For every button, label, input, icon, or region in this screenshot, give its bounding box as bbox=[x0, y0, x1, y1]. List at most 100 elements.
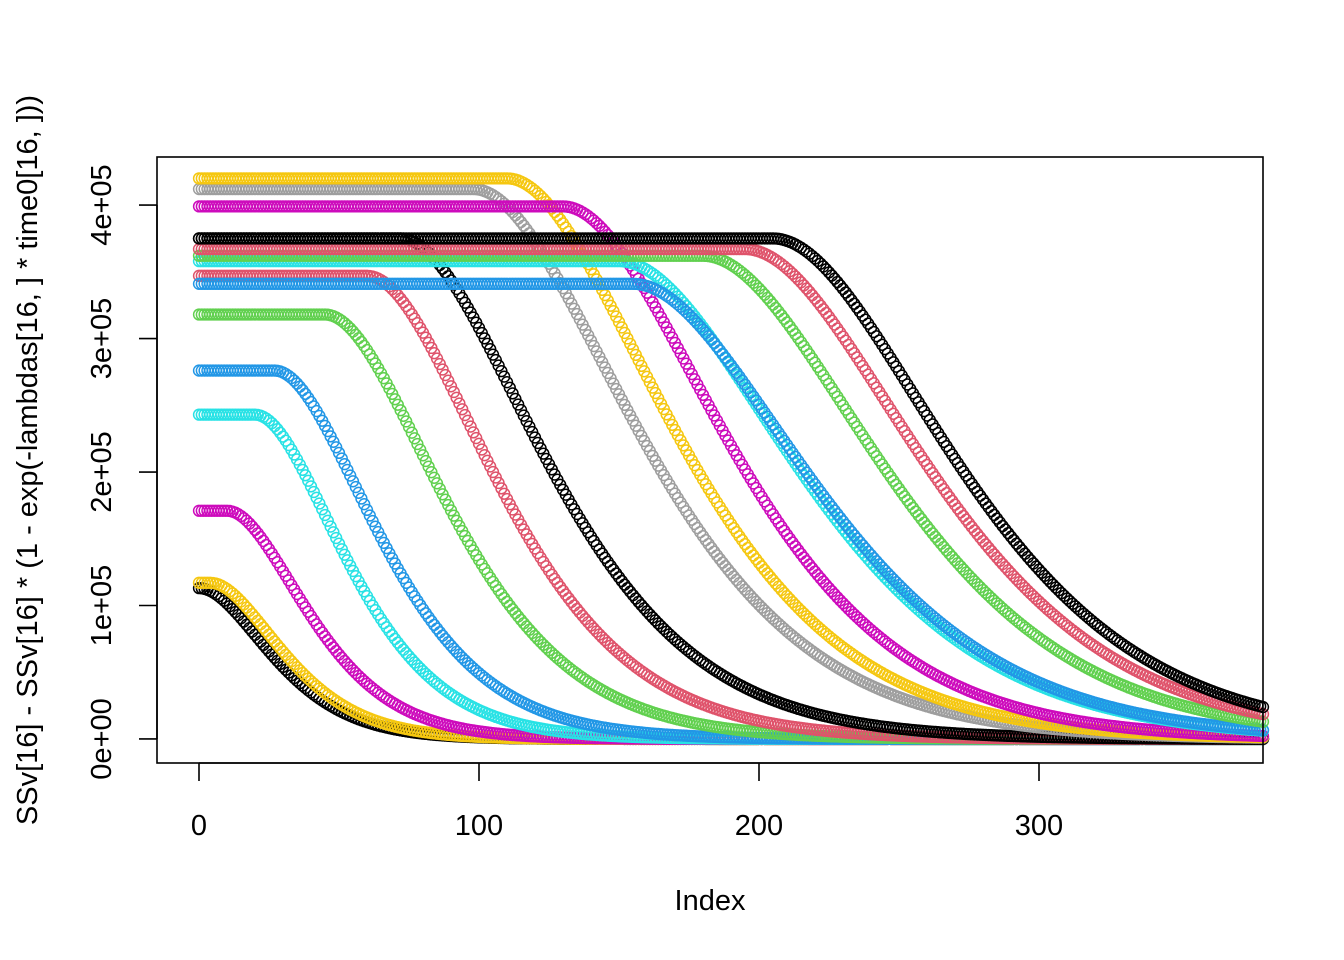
data-point bbox=[402, 420, 416, 434]
data-point bbox=[520, 620, 533, 633]
data-point bbox=[514, 215, 528, 229]
data-point bbox=[344, 469, 357, 482]
data-point bbox=[624, 585, 637, 598]
data-point bbox=[512, 610, 525, 623]
data-point bbox=[467, 426, 480, 439]
data-point bbox=[621, 582, 634, 595]
data-point bbox=[262, 628, 276, 641]
data-point bbox=[355, 492, 368, 505]
data-point bbox=[626, 589, 640, 602]
data-point bbox=[324, 520, 337, 533]
data-point bbox=[397, 409, 410, 422]
series-5 bbox=[192, 364, 1270, 746]
data-point bbox=[268, 635, 281, 648]
data-point bbox=[330, 531, 343, 545]
data-point bbox=[425, 466, 438, 479]
data-point bbox=[629, 592, 642, 605]
data-point bbox=[772, 580, 785, 593]
data-point bbox=[755, 560, 768, 573]
data-point bbox=[514, 613, 528, 627]
data-point bbox=[814, 572, 827, 585]
data-point bbox=[274, 426, 287, 439]
data-point bbox=[635, 598, 648, 612]
data-point bbox=[800, 554, 813, 568]
data-point bbox=[327, 526, 340, 539]
data-points bbox=[192, 172, 1270, 746]
data-point bbox=[400, 415, 413, 428]
data-point bbox=[310, 491, 323, 504]
data-point bbox=[302, 474, 315, 487]
data-point bbox=[632, 595, 645, 608]
data-point bbox=[472, 437, 486, 450]
data-point bbox=[436, 629, 449, 642]
data-point bbox=[271, 638, 284, 652]
data-point bbox=[730, 573, 743, 587]
data-point bbox=[769, 577, 782, 590]
data-point bbox=[248, 611, 262, 624]
data-point bbox=[318, 508, 332, 522]
data-point bbox=[456, 403, 469, 416]
data-point bbox=[750, 553, 763, 566]
data-point bbox=[304, 480, 318, 493]
data-point bbox=[391, 636, 404, 649]
data-point bbox=[752, 556, 766, 569]
data-point bbox=[733, 577, 746, 590]
data-point bbox=[713, 552, 726, 566]
data-point bbox=[573, 606, 586, 619]
data-point bbox=[570, 602, 584, 616]
series-14 bbox=[192, 249, 1270, 728]
data-point bbox=[439, 632, 452, 646]
data-point bbox=[332, 537, 346, 550]
series-4 bbox=[192, 408, 1270, 746]
data-point bbox=[274, 642, 287, 655]
data-point bbox=[439, 368, 452, 382]
data-point bbox=[475, 443, 488, 456]
data-point bbox=[335, 651, 348, 664]
data-point bbox=[397, 643, 410, 656]
data-point bbox=[618, 578, 631, 591]
data-point bbox=[251, 614, 264, 627]
data-point bbox=[349, 480, 362, 494]
data-point bbox=[724, 567, 738, 580]
data-point bbox=[332, 446, 346, 460]
data-point bbox=[478, 449, 491, 462]
data-point bbox=[405, 426, 418, 439]
data-point bbox=[332, 648, 346, 661]
data-point bbox=[464, 420, 477, 433]
data-point bbox=[512, 212, 525, 225]
data-point bbox=[394, 640, 407, 653]
data-point bbox=[509, 606, 522, 620]
data-point bbox=[248, 523, 262, 536]
data-point bbox=[579, 612, 592, 626]
data-point bbox=[766, 574, 780, 587]
data-point bbox=[808, 565, 822, 578]
data-point bbox=[346, 475, 360, 488]
data-point bbox=[279, 648, 292, 662]
data-point bbox=[260, 624, 273, 638]
data-point bbox=[568, 599, 581, 612]
data-point bbox=[330, 644, 343, 658]
data-point bbox=[316, 503, 329, 516]
data-point bbox=[444, 380, 458, 393]
data-point bbox=[419, 454, 432, 468]
data-point bbox=[722, 563, 735, 576]
data-point bbox=[276, 645, 290, 658]
data-point bbox=[400, 646, 413, 660]
data-point bbox=[422, 460, 435, 473]
data-point bbox=[257, 621, 270, 634]
data-point bbox=[506, 603, 519, 616]
data-point bbox=[408, 432, 421, 445]
data-point bbox=[442, 374, 455, 387]
data-point bbox=[565, 595, 578, 609]
data-point bbox=[307, 485, 320, 499]
data-point bbox=[461, 414, 474, 427]
data-point bbox=[615, 574, 628, 588]
series-13 bbox=[192, 277, 1270, 737]
data-point bbox=[817, 575, 830, 588]
data-point bbox=[321, 514, 334, 527]
data-point bbox=[803, 558, 816, 571]
data-point bbox=[265, 631, 278, 645]
data-point bbox=[433, 625, 446, 639]
data-point bbox=[447, 385, 460, 399]
data-point bbox=[430, 622, 444, 635]
